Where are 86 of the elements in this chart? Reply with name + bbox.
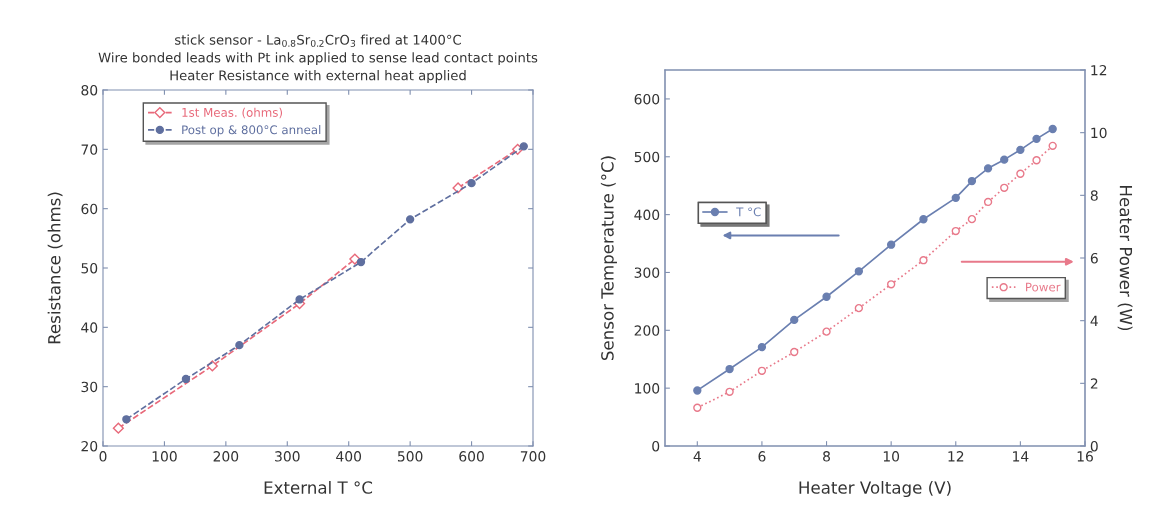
x-axis-title: Heater Voltage (V) xyxy=(799,480,951,498)
y2-tick-label: 0 xyxy=(1090,440,1098,452)
x-tick-label: 10 xyxy=(883,451,900,462)
point xyxy=(967,176,977,186)
point xyxy=(790,347,799,357)
point xyxy=(790,315,799,325)
point xyxy=(112,422,124,434)
y-tick-label: 70 xyxy=(81,144,98,155)
legend-label: Power xyxy=(1026,282,1061,292)
x-tick-label: 600 xyxy=(459,451,484,462)
point xyxy=(1016,145,1025,154)
y-tick-label: 400 xyxy=(634,209,660,221)
x-tick-label: 100 xyxy=(152,451,177,462)
point xyxy=(822,292,831,301)
point xyxy=(467,178,476,188)
chart-title: stick sensor - La$_{0.8}$Sr$_{0.2}$CrO$_{3}$ fired at 1400°C xyxy=(175,34,461,47)
point xyxy=(967,214,977,224)
point xyxy=(757,366,767,375)
y2-tick-label: 4 xyxy=(1090,315,1098,326)
point xyxy=(1000,183,1009,192)
point xyxy=(1048,124,1057,134)
y2-tick-label: 10 xyxy=(1091,127,1107,139)
point xyxy=(295,295,304,304)
point xyxy=(725,387,734,396)
point xyxy=(356,257,366,267)
point xyxy=(854,303,864,313)
y-tick-label: 30 xyxy=(81,381,98,393)
x-tick-label: 4 xyxy=(693,451,701,462)
point xyxy=(693,403,702,412)
point xyxy=(693,386,702,395)
y-axis-title: Sensor Temperature (°C) xyxy=(600,156,617,361)
y-tick-label: 100 xyxy=(635,383,660,394)
y-tick-label: 0 xyxy=(652,440,660,452)
point xyxy=(181,374,191,384)
point xyxy=(1048,141,1057,150)
point xyxy=(1032,134,1041,144)
x-tick-label: 12 xyxy=(948,451,964,462)
point xyxy=(951,193,960,203)
y-axis-title: Resistance (ohms) xyxy=(47,192,63,344)
y-tick-label: 500 xyxy=(634,151,660,163)
point xyxy=(951,226,960,236)
x-tick-label: 0 xyxy=(99,451,107,462)
point xyxy=(1032,156,1041,165)
x-tick-label: 200 xyxy=(213,451,239,462)
y-tick-label: 300 xyxy=(634,267,660,278)
point xyxy=(983,197,993,207)
y-tick-label: 60 xyxy=(81,203,98,215)
point xyxy=(919,256,928,265)
x-tick-label: 700 xyxy=(520,451,546,462)
y2-tick-label: 6 xyxy=(1090,252,1098,264)
y2-tick-label: 12 xyxy=(1091,64,1107,76)
x-tick-label: 14 xyxy=(1013,451,1029,462)
point xyxy=(235,340,244,350)
point xyxy=(854,267,864,276)
point xyxy=(983,164,993,173)
point xyxy=(1000,155,1009,164)
point xyxy=(1016,169,1025,178)
x-tick-label: 8 xyxy=(823,451,831,462)
y2-tick-label: 2 xyxy=(1090,378,1098,389)
y-tick-label: 40 xyxy=(81,322,98,333)
legend-label: T °C xyxy=(736,207,761,217)
legend-label: Post op & 800°C anneal xyxy=(182,125,321,137)
y2-axis-title: Heater Power (W) xyxy=(1117,186,1133,331)
x-tick-label: 400 xyxy=(336,451,362,462)
point xyxy=(725,364,734,374)
point xyxy=(919,215,928,224)
y-tick-label: 50 xyxy=(81,262,98,274)
x-axis-title: External T °C xyxy=(264,480,373,494)
x-tick-label: 300 xyxy=(275,451,300,462)
y-tick-label: 20 xyxy=(81,440,98,452)
x-tick-label: 16 xyxy=(1077,451,1093,462)
point xyxy=(822,327,831,336)
point xyxy=(757,342,767,352)
point xyxy=(886,240,896,249)
y-tick-label: 80 xyxy=(81,84,98,96)
x-tick-label: 6 xyxy=(758,451,766,462)
y-tick-label: 200 xyxy=(634,325,660,336)
y-tick-label: 600 xyxy=(634,93,660,105)
point xyxy=(886,280,896,289)
legend-label: 1st Meas. (ohms) xyxy=(182,107,283,119)
y2-tick-label: 8 xyxy=(1090,190,1098,201)
point xyxy=(405,215,415,224)
chart-subtitle: Wire bonded leads with Pt ink applied to sense lead contact points Heater Resistance with external heat applied xyxy=(98,52,538,83)
x-tick-label: 500 xyxy=(397,451,423,462)
point xyxy=(122,415,131,424)
point xyxy=(519,142,528,151)
